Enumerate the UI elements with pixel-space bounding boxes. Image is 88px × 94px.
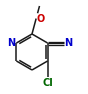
Text: N: N — [65, 38, 73, 48]
Text: N: N — [7, 38, 15, 48]
Text: Cl: Cl — [42, 78, 53, 88]
Text: O: O — [37, 14, 45, 24]
